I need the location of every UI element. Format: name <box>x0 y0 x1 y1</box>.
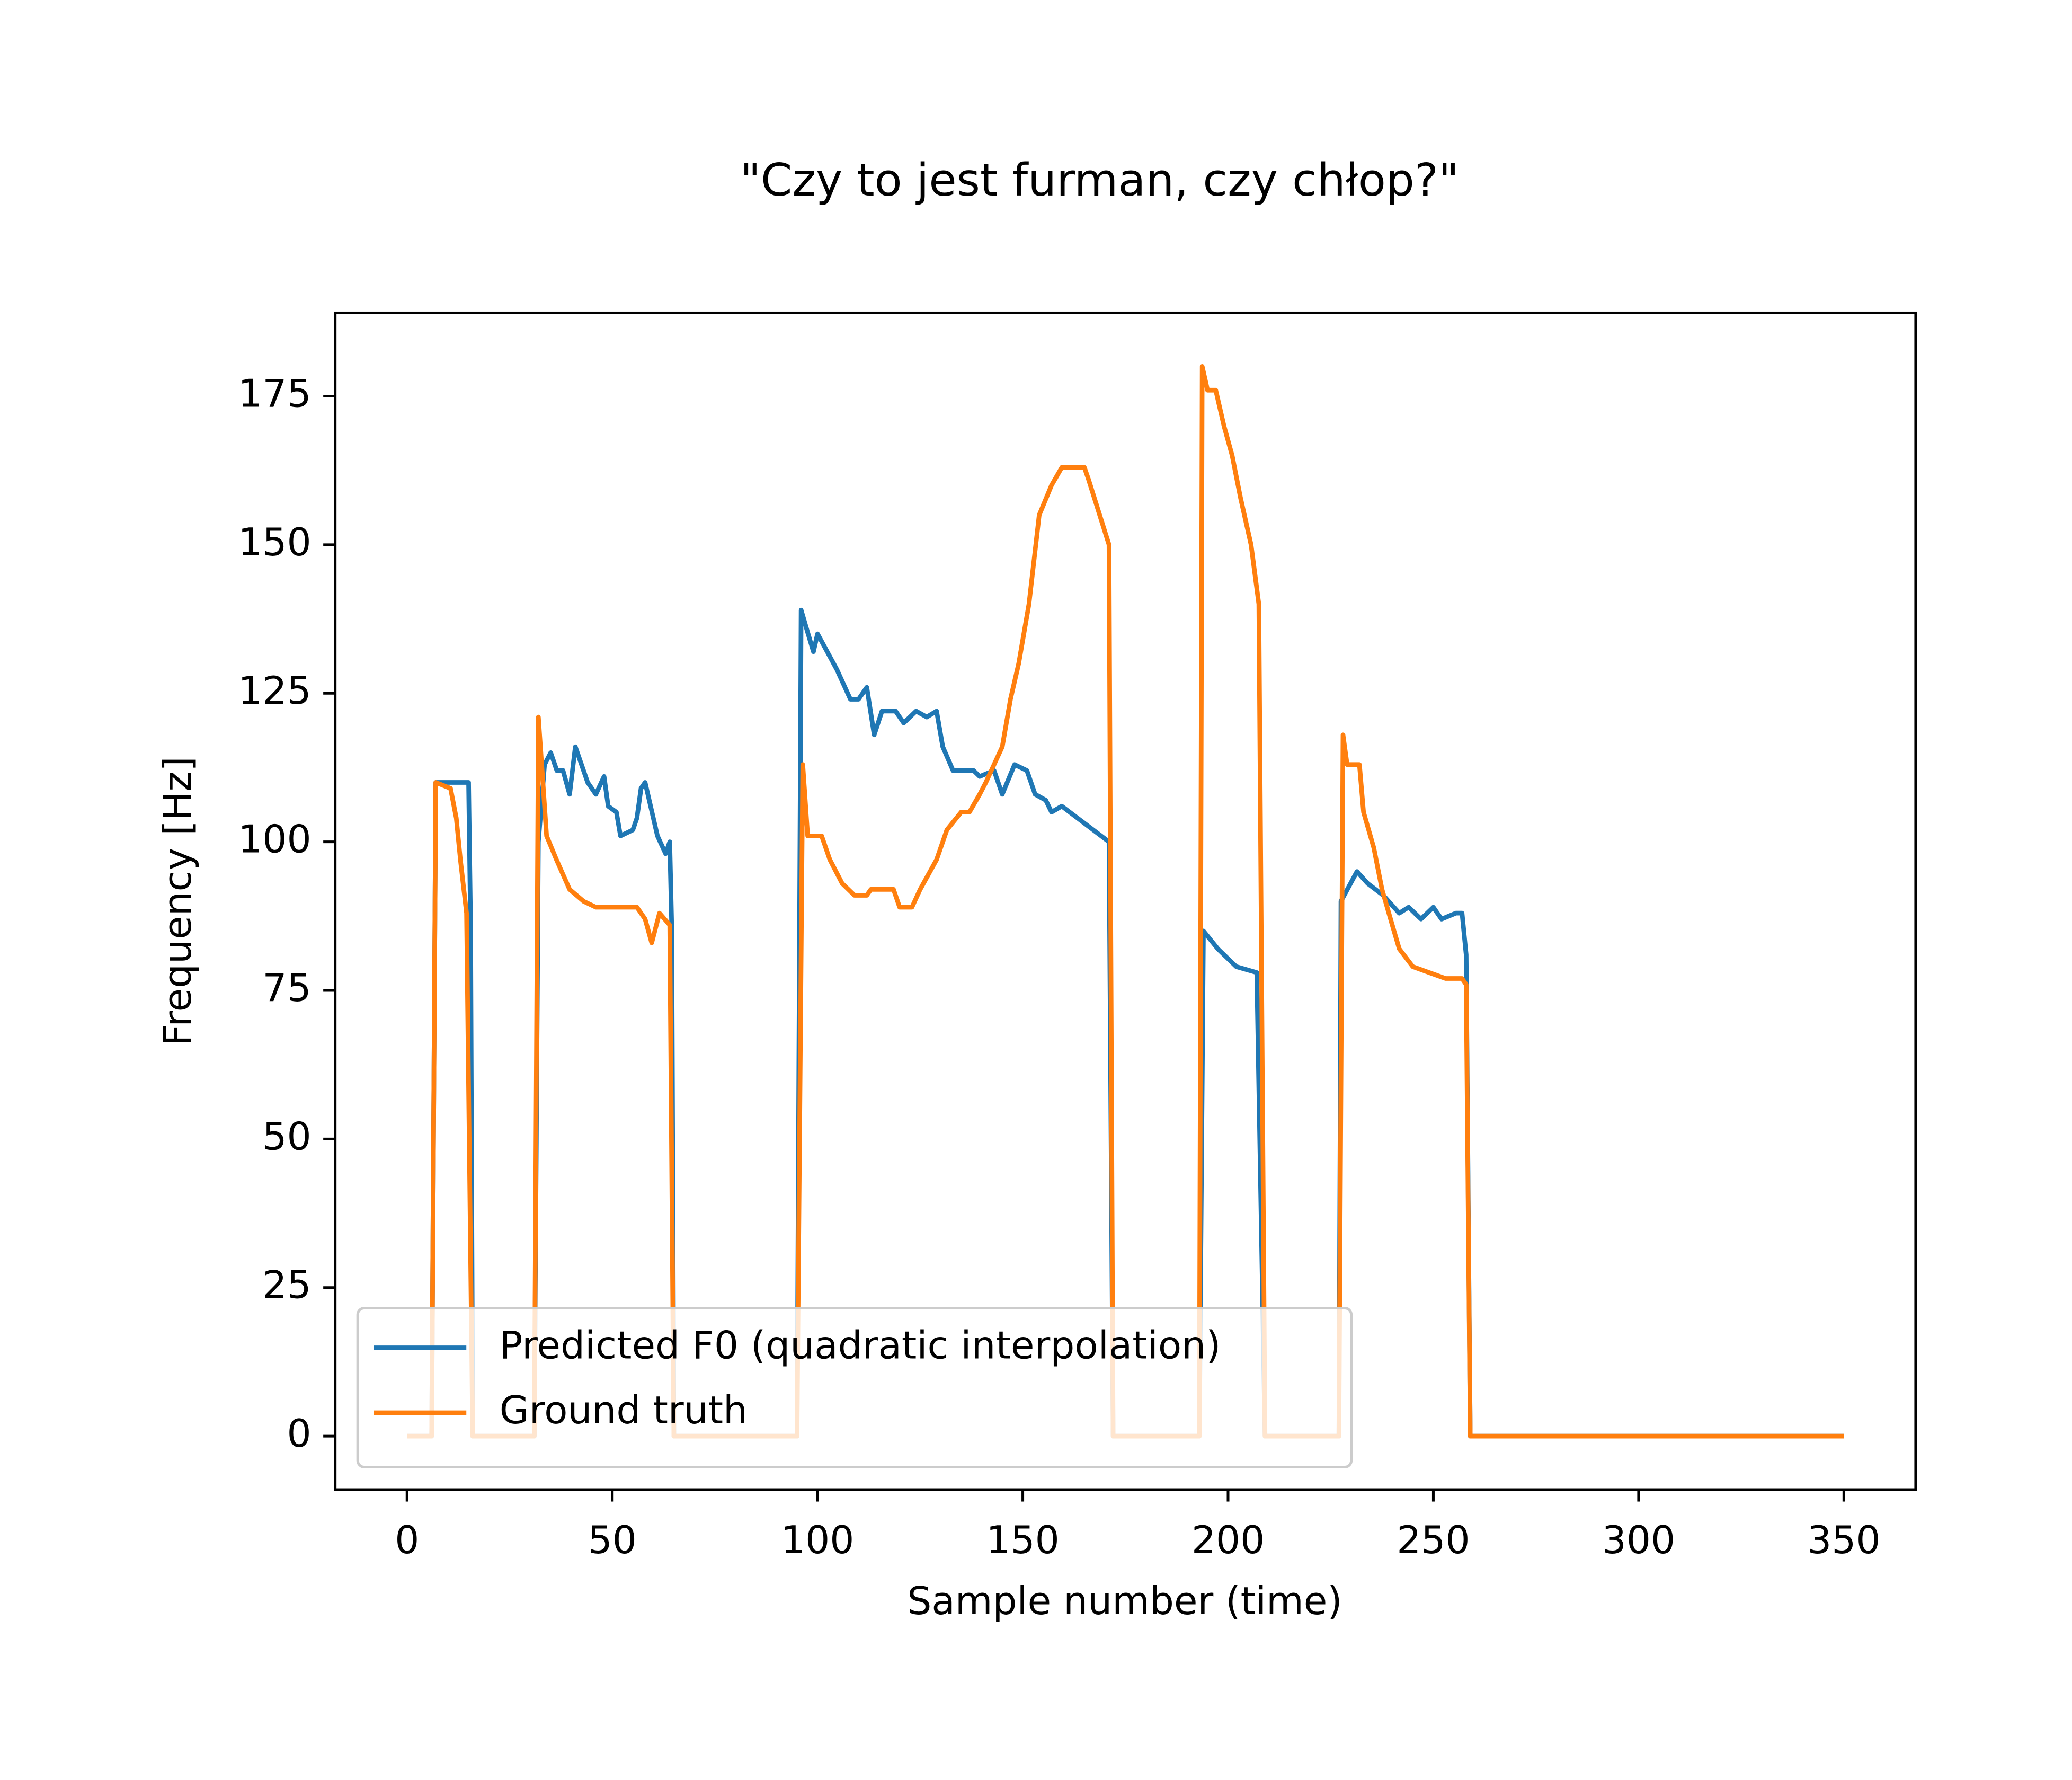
y-tick-label: 0 <box>287 1412 312 1456</box>
x-tick-label: 100 <box>781 1518 854 1563</box>
y-tick-label: 50 <box>262 1114 311 1159</box>
x-tick-label: 300 <box>1602 1518 1675 1563</box>
x-tick-label: 150 <box>986 1518 1059 1563</box>
x-tick-label: 200 <box>1191 1518 1265 1563</box>
x-axis-label: Sample number (time) <box>907 1579 1342 1624</box>
y-tick-label: 75 <box>262 966 311 1011</box>
y-tick-label: 100 <box>238 818 311 862</box>
legend-label: Ground truth <box>500 1388 748 1433</box>
legend-box <box>356 1306 1353 1469</box>
x-tick-label: 50 <box>588 1518 637 1563</box>
data-line <box>407 364 1844 1439</box>
y-axis-label: Frequency [Hz] <box>156 756 200 1046</box>
y-tick-label: 25 <box>262 1263 311 1308</box>
axes-frame <box>334 311 1917 1491</box>
y-tick-label: 150 <box>238 520 311 565</box>
legend-label: Predicted F0 (quadratic interpolation) <box>500 1323 1221 1368</box>
y-tick-label: 175 <box>238 371 311 416</box>
x-tick-label: 250 <box>1397 1518 1470 1563</box>
y-tick-label: 125 <box>238 669 311 713</box>
chart-title: "Czy to jest furman, czy chłop?" <box>740 154 1459 207</box>
x-tick-label: 0 <box>395 1518 419 1563</box>
x-tick-label: 350 <box>1807 1518 1880 1563</box>
